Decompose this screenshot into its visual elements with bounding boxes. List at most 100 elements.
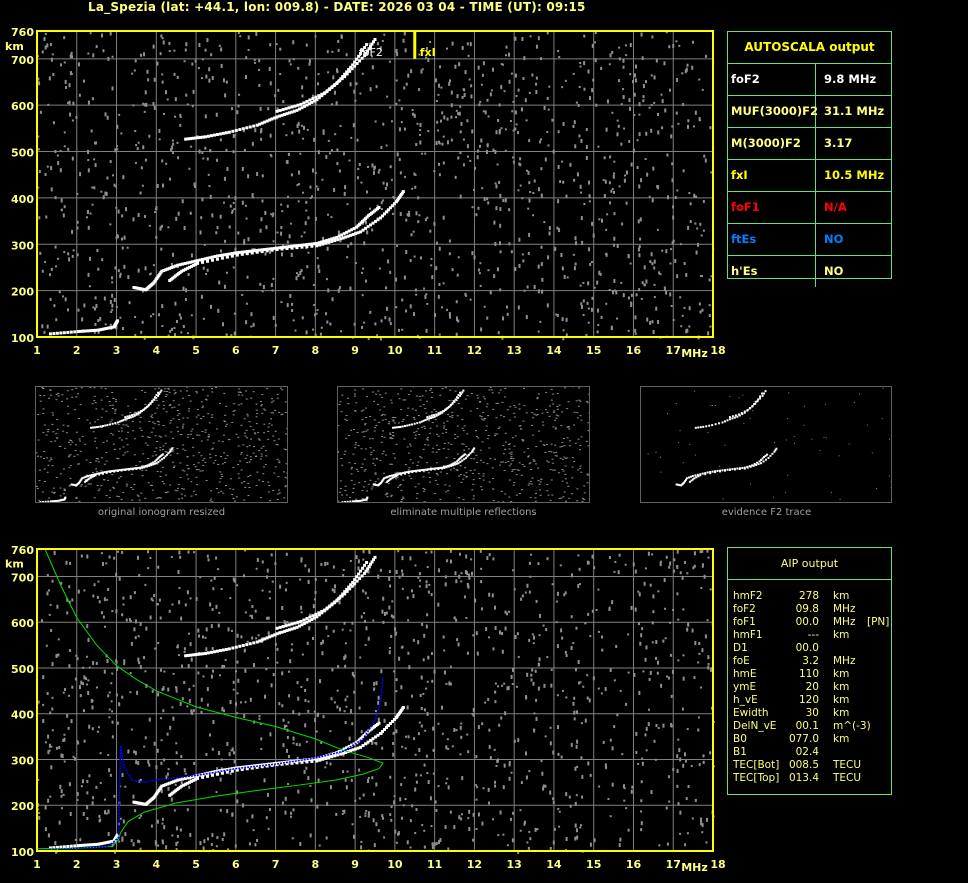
noise-dot <box>39 394 42 396</box>
noise-dot <box>498 630 501 635</box>
noise-dot <box>250 325 253 328</box>
noise-dot <box>422 490 425 492</box>
noise-dot <box>512 569 515 572</box>
noise-dot <box>786 418 788 420</box>
noise-dot <box>207 413 210 415</box>
trace-point <box>769 454 772 457</box>
trace-point <box>361 48 365 52</box>
noise-dot <box>302 276 305 280</box>
noise-dot <box>582 685 585 688</box>
noise-dot <box>137 141 140 144</box>
trace-point <box>764 390 767 393</box>
noise-dot <box>511 110 514 113</box>
noise-dot <box>367 483 370 485</box>
noise-dot <box>438 173 441 177</box>
trace-point <box>441 411 444 414</box>
noise-dot <box>648 677 651 681</box>
noise-dot <box>685 67 688 72</box>
noise-dot <box>661 126 664 130</box>
noise-dot <box>232 150 235 154</box>
noise-dot <box>262 466 265 468</box>
noise-dot <box>578 387 581 389</box>
noise-dot <box>486 143 489 147</box>
noise-dot <box>164 442 167 444</box>
noise-dot <box>456 425 459 427</box>
noise-dot <box>742 394 744 396</box>
trace-point <box>122 419 125 422</box>
trace-point <box>396 474 399 477</box>
noise-dot <box>494 433 497 435</box>
trace-point <box>109 423 112 426</box>
noise-dot <box>421 622 424 626</box>
trace-point <box>94 473 97 476</box>
noise-dot <box>234 247 237 252</box>
noise-dot <box>211 388 214 390</box>
noise-dot <box>700 686 703 689</box>
noise-dot <box>532 417 535 419</box>
noise-dot <box>686 63 689 67</box>
noise-dot <box>511 156 514 159</box>
noise-dot <box>139 416 142 418</box>
noise-dot <box>222 201 225 204</box>
noise-dot <box>597 323 600 326</box>
trace-point <box>401 425 404 428</box>
noise-dot <box>265 668 268 671</box>
noise-dot <box>560 497 563 499</box>
trace-point <box>773 450 776 453</box>
noise-dot <box>169 422 172 424</box>
noise-dot <box>588 698 591 703</box>
noise-dot <box>143 214 146 218</box>
noise-dot <box>266 616 269 620</box>
noise-dot <box>322 236 325 241</box>
noise-dot <box>556 408 559 410</box>
noise-dot <box>157 404 160 406</box>
noise-dot <box>109 299 112 304</box>
noise-dot <box>608 181 611 185</box>
noise-dot <box>618 553 621 557</box>
noise-dot <box>54 196 57 200</box>
noise-dot <box>431 414 434 416</box>
x-tick-label: 3 <box>113 344 121 357</box>
noise-dot <box>65 560 68 565</box>
noise-dot <box>442 135 445 138</box>
noise-dot <box>50 187 53 192</box>
noise-dot <box>380 441 383 443</box>
trace-point <box>278 108 282 112</box>
noise-dot <box>448 252 451 256</box>
noise-dot <box>300 235 303 238</box>
noise-dot <box>698 116 701 121</box>
noise-dot <box>169 177 172 181</box>
noise-dot <box>464 570 467 575</box>
noise-dot <box>424 390 427 392</box>
noise-dot <box>164 388 167 390</box>
noise-dot <box>237 394 240 396</box>
trace-point <box>311 97 315 101</box>
noise-dot <box>563 593 566 597</box>
noise-dot <box>184 495 187 497</box>
noise-dot <box>558 497 561 499</box>
noise-dot <box>686 728 689 731</box>
noise-dot <box>92 306 95 309</box>
noise-dot <box>245 302 248 305</box>
noise-dot <box>500 85 503 90</box>
noise-dot <box>687 622 690 627</box>
trace-point <box>377 206 381 210</box>
noise-dot <box>597 145 600 148</box>
noise-dot <box>63 760 66 763</box>
trace-point <box>751 464 754 467</box>
noise-dot <box>333 701 336 704</box>
noise-dot <box>676 769 679 774</box>
noise-dot <box>532 642 535 645</box>
noise-dot <box>251 248 254 251</box>
noise-dot <box>240 635 243 639</box>
noise-dot <box>70 55 73 59</box>
noise-dot <box>273 440 276 442</box>
noise-dot <box>499 207 502 212</box>
noise-dot <box>328 152 331 155</box>
noise-dot <box>425 400 428 402</box>
noise-dot <box>175 742 178 745</box>
noise-dot <box>181 425 184 427</box>
noise-dot <box>627 329 630 332</box>
noise-dot <box>347 244 350 248</box>
noise-dot <box>406 596 409 600</box>
